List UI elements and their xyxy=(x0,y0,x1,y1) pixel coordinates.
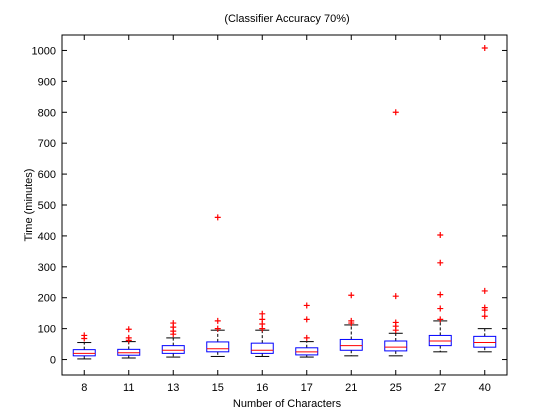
y-axis: 0 100 200 300 400 500 600 700 800 900 1000 xyxy=(32,45,507,367)
box-8 xyxy=(72,332,96,360)
outlier-point xyxy=(392,109,399,116)
y-tick-label: 500 xyxy=(38,200,56,212)
x-tick-label: 17 xyxy=(301,382,313,394)
x-tick-label: 16 xyxy=(256,382,268,394)
y-tick-label: 100 xyxy=(38,324,56,336)
outlier-point xyxy=(481,313,488,320)
box xyxy=(72,349,96,357)
outlier-point xyxy=(303,302,310,309)
outlier-point xyxy=(437,305,444,312)
outlier-point xyxy=(392,319,399,326)
box-17 xyxy=(295,302,319,358)
outlier-point xyxy=(303,316,310,323)
box-11 xyxy=(117,326,141,359)
outlier-point xyxy=(348,292,355,299)
box xyxy=(384,340,408,352)
box xyxy=(473,335,497,348)
plot-area xyxy=(61,34,508,376)
outlier-point xyxy=(170,320,177,327)
x-tick-label: 27 xyxy=(434,382,446,394)
y-tick-label: 600 xyxy=(38,169,56,181)
outlier-point xyxy=(81,332,88,339)
outlier-point xyxy=(214,325,221,332)
box xyxy=(339,338,363,351)
y-tick-label: 800 xyxy=(38,107,56,119)
x-tick-label: 15 xyxy=(212,382,224,394)
outlier-point xyxy=(303,334,310,341)
y-tick-label: 400 xyxy=(38,231,56,243)
y-tick-label: 300 xyxy=(38,262,56,274)
x-tick-label: 21 xyxy=(345,382,357,394)
x-tick-label: 13 xyxy=(167,382,179,394)
y-tick-label: 1000 xyxy=(32,45,56,57)
x-tick-label: 8 xyxy=(81,382,87,394)
outlier-point xyxy=(259,316,266,323)
outlier-point xyxy=(481,44,488,51)
outlier-point xyxy=(437,316,444,323)
outlier-point xyxy=(437,291,444,298)
y-tick-label: 700 xyxy=(38,138,56,150)
outlier-point xyxy=(437,259,444,266)
box-40 xyxy=(473,44,497,353)
x-tick-label: 11 xyxy=(123,382,134,394)
box-16 xyxy=(250,310,274,357)
box-series xyxy=(72,44,497,360)
outlier-point xyxy=(214,214,221,221)
box xyxy=(206,341,230,353)
y-tick-label: 0 xyxy=(50,355,56,367)
box-15 xyxy=(206,214,230,357)
x-axis: 8 11 13 15 16 17 21 25 27 40 xyxy=(81,35,491,394)
box xyxy=(161,345,185,354)
outlier-point xyxy=(437,231,444,238)
outlier-point xyxy=(481,287,488,294)
box-25 xyxy=(384,109,408,357)
outlier-point xyxy=(481,304,488,311)
outlier-point xyxy=(125,334,132,341)
outlier-point xyxy=(214,317,221,324)
outlier-point xyxy=(259,310,266,317)
chart-title: (Classifier Accuracy 70%) xyxy=(224,13,349,25)
outlier-point xyxy=(125,326,132,333)
x-tick-label: 25 xyxy=(390,382,402,394)
box-27 xyxy=(428,231,452,353)
box xyxy=(250,342,274,354)
box-21 xyxy=(339,292,363,357)
x-axis-label: Number of Characters xyxy=(233,398,342,410)
y-axis-label: Time (minutes) xyxy=(23,169,35,242)
y-tick-label: 200 xyxy=(38,293,56,305)
y-tick-label: 900 xyxy=(38,76,56,88)
outlier-point xyxy=(392,293,399,300)
box-13 xyxy=(161,320,185,358)
outlier-point xyxy=(348,317,355,324)
x-tick-label: 40 xyxy=(479,382,491,394)
